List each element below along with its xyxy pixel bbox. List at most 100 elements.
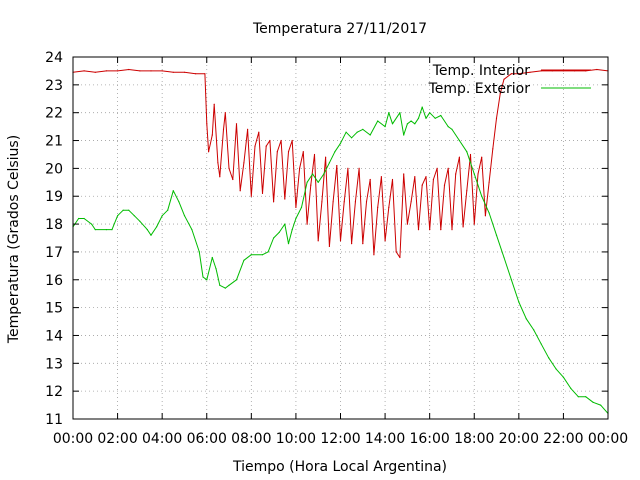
data-point	[211, 256, 213, 259]
data-point	[510, 279, 512, 281]
data-point	[369, 134, 371, 136]
x-tick-label: 04:00	[142, 431, 182, 447]
data-point	[111, 229, 113, 231]
data-point	[91, 223, 93, 225]
data-point	[232, 178, 234, 181]
data-point	[429, 112, 431, 114]
data-point	[167, 209, 169, 211]
data-point	[183, 71, 186, 73]
data-point	[440, 229, 442, 231]
data-point	[577, 396, 579, 398]
data-point	[273, 237, 275, 239]
data-point	[406, 223, 408, 225]
data-point	[380, 176, 382, 178]
y-tick-label: 23	[45, 78, 63, 94]
data-point	[178, 201, 180, 203]
data-point	[351, 243, 353, 245]
data-point	[228, 167, 230, 169]
legend-label: Temp. Interior	[432, 63, 531, 79]
data-point	[339, 142, 342, 144]
data-point	[302, 151, 304, 153]
data-point	[133, 215, 135, 217]
data-point	[313, 153, 316, 156]
data-point	[195, 73, 197, 75]
data-point	[239, 190, 241, 192]
data-point	[295, 217, 297, 220]
data-point	[351, 137, 353, 139]
data-point	[391, 123, 394, 125]
data-point	[224, 112, 226, 114]
data-point	[414, 123, 416, 125]
data-point	[269, 139, 271, 142]
data-point	[78, 217, 80, 220]
data-point	[278, 231, 280, 233]
data-point	[417, 117, 420, 119]
x-tick-label: 10:00	[276, 431, 316, 447]
data-point	[458, 139, 460, 142]
data-point	[287, 151, 290, 153]
data-point	[328, 245, 330, 247]
data-point	[204, 73, 206, 75]
data-point	[228, 284, 230, 286]
data-point	[235, 123, 238, 125]
x-tick-label: 00:00	[588, 431, 628, 447]
data-point	[317, 240, 319, 242]
y-tick-label: 13	[45, 356, 63, 372]
data-point	[254, 145, 256, 147]
legend-label: Temp. Exterior	[428, 81, 531, 97]
data-point	[562, 70, 565, 72]
data-point	[434, 117, 436, 119]
data-point	[414, 176, 416, 178]
data-point	[466, 151, 468, 153]
data-point	[362, 128, 364, 130]
data-point	[481, 156, 483, 158]
y-tick-label: 18	[45, 217, 63, 233]
data-point	[388, 112, 390, 114]
data-point	[585, 70, 587, 72]
data-point	[206, 279, 208, 281]
data-point	[250, 195, 252, 197]
data-point	[525, 318, 527, 320]
data-point	[273, 201, 275, 203]
data-point	[172, 190, 174, 192]
data-point	[443, 184, 446, 186]
data-point	[306, 181, 308, 183]
data-point	[243, 162, 245, 164]
series-line-interior	[72, 69, 609, 258]
data-point	[447, 126, 449, 128]
data-point	[518, 301, 520, 303]
y-tick-label: 20	[45, 161, 63, 177]
data-point	[421, 184, 423, 186]
data-point	[403, 134, 405, 136]
data-point	[425, 117, 427, 119]
y-tick-label: 22	[45, 106, 63, 122]
data-point	[312, 173, 314, 175]
data-point	[276, 151, 278, 153]
data-point	[410, 120, 412, 122]
data-point	[261, 254, 264, 256]
data-point	[146, 229, 148, 231]
data-point	[83, 70, 85, 72]
x-tick-label: 20:00	[499, 431, 539, 447]
data-point	[440, 114, 442, 117]
data-point	[191, 229, 193, 231]
data-point	[94, 71, 96, 73]
data-point	[540, 70, 542, 72]
data-point	[451, 128, 453, 130]
y-axis-label: Temperatura (Grados Celsius)	[6, 135, 22, 344]
legend: Temp. Interior Temp. Exterior	[428, 63, 591, 97]
data-point	[235, 279, 238, 281]
data-point	[306, 223, 308, 225]
data-point	[280, 139, 282, 142]
x-tick-label: 08:00	[231, 431, 271, 447]
data-point	[347, 167, 349, 169]
data-point	[529, 71, 531, 73]
data-point	[495, 234, 498, 236]
data-point	[336, 165, 338, 167]
data-point	[570, 387, 572, 389]
y-tick-label: 11	[45, 412, 63, 428]
data-point	[310, 184, 312, 186]
data-point	[128, 209, 130, 211]
data-point	[510, 73, 512, 75]
data-point	[540, 343, 542, 345]
